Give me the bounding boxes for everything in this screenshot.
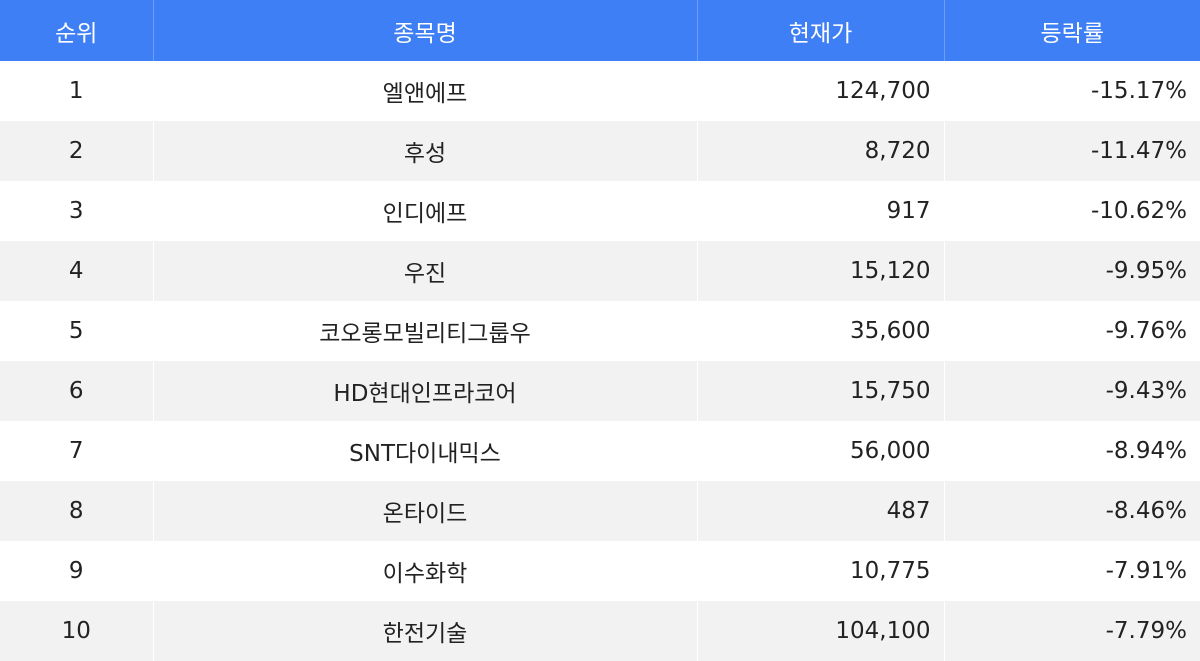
change-rate-cell: -8.46% <box>943 481 1200 541</box>
stock-name-cell: 우진 <box>152 241 697 301</box>
change-rate-cell: -9.76% <box>943 301 1200 361</box>
change-rate-cell: -8.94% <box>943 421 1200 481</box>
table-row: 8 온타이드 487 -8.46% <box>0 481 1200 541</box>
change-rate-cell: -15.17% <box>943 61 1200 121</box>
table-body: 1 엘앤에프 124,700 -15.17% 2 후성 8,720 -11.47… <box>0 61 1200 661</box>
table-row: 3 인디에프 917 -10.62% <box>0 181 1200 241</box>
header-rank: 순위 <box>0 0 153 61</box>
price-cell: 56,000 <box>696 421 944 481</box>
table-row: 9 이수화학 10,775 -7.91% <box>0 541 1200 601</box>
stock-name-cell: 이수화학 <box>152 541 697 601</box>
stock-name-cell: 후성 <box>152 121 697 181</box>
change-rate-cell: -9.43% <box>943 361 1200 421</box>
price-cell: 15,120 <box>696 241 944 301</box>
change-rate-cell: -7.79% <box>943 601 1200 661</box>
stock-name-cell: 엘앤에프 <box>152 61 697 121</box>
stock-name-cell: HD현대인프라코어 <box>152 361 697 421</box>
rank-cell: 7 <box>0 421 153 481</box>
change-rate-cell: -10.62% <box>943 181 1200 241</box>
rank-cell: 2 <box>0 121 153 181</box>
rank-cell: 6 <box>0 361 153 421</box>
stock-name-cell: 코오롱모빌리티그룹우 <box>152 301 697 361</box>
price-cell: 10,775 <box>696 541 944 601</box>
rank-cell: 8 <box>0 481 153 541</box>
table-row: 4 우진 15,120 -9.95% <box>0 241 1200 301</box>
stock-name-cell: 한전기술 <box>152 601 697 661</box>
rank-cell: 4 <box>0 241 153 301</box>
rank-cell: 10 <box>0 601 153 661</box>
change-rate-cell: -7.91% <box>943 541 1200 601</box>
price-cell: 35,600 <box>696 301 944 361</box>
table-header: 순위 종목명 현재가 등락률 <box>0 0 1200 61</box>
stock-name-cell: 인디에프 <box>152 181 697 241</box>
rank-cell: 3 <box>0 181 153 241</box>
stock-name-cell: 온타이드 <box>152 481 697 541</box>
rank-cell: 1 <box>0 61 153 121</box>
price-cell: 15,750 <box>696 361 944 421</box>
table-row: 7 SNT다이내믹스 56,000 -8.94% <box>0 421 1200 481</box>
header-price: 현재가 <box>696 0 944 61</box>
header-name: 종목명 <box>152 0 697 61</box>
table-row: 6 HD현대인프라코어 15,750 -9.43% <box>0 361 1200 421</box>
stock-name-cell: SNT다이내믹스 <box>152 421 697 481</box>
price-cell: 487 <box>696 481 944 541</box>
table-row: 10 한전기술 104,100 -7.79% <box>0 601 1200 661</box>
change-rate-cell: -9.95% <box>943 241 1200 301</box>
price-cell: 917 <box>696 181 944 241</box>
table-row: 1 엘앤에프 124,700 -15.17% <box>0 61 1200 121</box>
change-rate-cell: -11.47% <box>943 121 1200 181</box>
rank-cell: 9 <box>0 541 153 601</box>
price-cell: 124,700 <box>696 61 944 121</box>
header-change: 등락률 <box>943 0 1200 61</box>
price-cell: 104,100 <box>696 601 944 661</box>
table-row: 5 코오롱모빌리티그룹우 35,600 -9.76% <box>0 301 1200 361</box>
table-row: 2 후성 8,720 -11.47% <box>0 121 1200 181</box>
rank-cell: 5 <box>0 301 153 361</box>
price-cell: 8,720 <box>696 121 944 181</box>
header-row: 순위 종목명 현재가 등락률 <box>0 0 1200 61</box>
